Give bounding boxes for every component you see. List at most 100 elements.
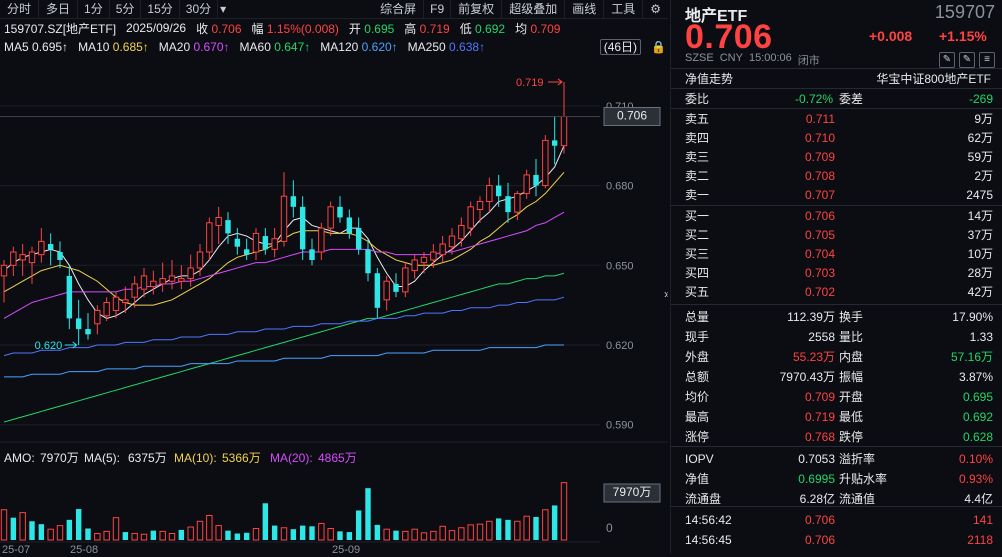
ma-period-pill[interactable]: (46日): [599, 39, 642, 55]
sidebar-actions: ✎ ✎ ≡: [939, 52, 995, 68]
amount-zero-label: 0: [606, 521, 613, 535]
amount-bar: [131, 533, 138, 541]
amo-ma10-value: 5366万: [222, 451, 261, 465]
candle: [337, 196, 343, 223]
settings-icon[interactable]: ⚙: [650, 2, 661, 16]
ma60-line: [3, 272, 565, 423]
stats-label-left: 最高: [685, 410, 710, 424]
candle-body: [187, 267, 194, 280]
ma-legend: MA5 0.695↑ MA10 0.685↑ MA20 0.670↑ MA60 …: [0, 38, 672, 56]
candle: [374, 267, 381, 319]
chevron-down-icon[interactable]: ▾: [220, 2, 227, 16]
stats-value-right: 1.33: [969, 329, 993, 344]
tick-volume: 2118: [967, 532, 993, 547]
nav-row[interactable]: 净值走势 华宝中证800地产ETF: [671, 69, 1002, 88]
candle: [402, 262, 409, 298]
tab-30min[interactable]: 30分: [180, 0, 219, 18]
avg-label: 均: [515, 21, 528, 36]
stats2-label-right: 流通值: [839, 492, 876, 506]
candle-body: [448, 235, 456, 248]
tab-multiday[interactable]: 多日: [39, 0, 79, 18]
candle-body: [551, 140, 558, 146]
tab-intraday[interactable]: 分时: [0, 0, 40, 18]
candle: [159, 262, 166, 292]
amount-bar: [505, 519, 511, 540]
lock-icon[interactable]: 🔒: [651, 40, 666, 54]
kline-chart[interactable]: 0.710 0.680 0.650 0.620 0.590 0.706 0.719 0.…: [0, 56, 671, 556]
amount-bar: [159, 530, 166, 541]
amount-bar: [150, 530, 157, 540]
composite-screen-button[interactable]: 综合屏: [373, 0, 425, 18]
price-tick-label: 0.680: [606, 181, 634, 193]
bid-4-volume: 28万: [967, 266, 993, 280]
pencil-icon[interactable]: ✎: [959, 52, 975, 68]
candle-body: [505, 196, 511, 213]
candle: [430, 244, 437, 268]
ma250-label: MA250: [407, 40, 446, 54]
candle-body: [75, 318, 82, 330]
stats2-row: 流通盘 6.28亿 流通值 4.4亿: [671, 489, 1002, 508]
tab-1min[interactable]: 1分: [78, 0, 110, 18]
candle: [280, 172, 288, 247]
candle-body: [430, 251, 437, 261]
amount-bar: [486, 520, 493, 541]
double-chevron-right-icon[interactable]: »: [664, 287, 671, 301]
candle: [355, 217, 362, 255]
ask-4: 卖二 0.708 2万: [671, 166, 1002, 185]
amount-bar: [234, 533, 241, 540]
amount-bar: [542, 509, 549, 541]
tab-5min[interactable]: 5分: [110, 0, 142, 18]
f9-button[interactable]: F9: [424, 0, 452, 18]
candle-body: [309, 249, 315, 260]
tab-15min[interactable]: 15分: [141, 0, 180, 18]
ma5-value: 0.695↑: [32, 40, 69, 54]
super-overlay-button[interactable]: 超级叠加: [502, 0, 566, 18]
amount-bar: [243, 532, 250, 540]
open-label: 开: [348, 21, 361, 36]
candle: [168, 259, 176, 290]
x-axis: 25-07 25-08 25-09: [0, 541, 600, 556]
amount-bar: [103, 530, 110, 541]
candle-body: [0, 264, 8, 277]
bid-4: 买四 0.703 28万: [671, 263, 1002, 282]
amount-bar: [290, 529, 297, 540]
draw-line-button[interactable]: 画线: [565, 0, 605, 18]
amount-bar: [458, 527, 465, 541]
bid-5-price: 0.702: [804, 284, 835, 299]
ask-2-price: 0.710: [804, 130, 835, 145]
ask-3-label: 卖三: [685, 150, 710, 164]
ask-5: 卖一 0.707 2475: [671, 185, 1002, 204]
amount-bar: [430, 530, 437, 541]
open-value: 0.695: [364, 21, 395, 36]
last-price: 0.706: [685, 18, 773, 56]
tick-price: 0.706: [804, 532, 835, 547]
amount-bar: [365, 488, 371, 540]
candle: [252, 228, 260, 260]
high-label: 高: [404, 21, 417, 36]
stats-value-right: 0.628: [962, 429, 993, 444]
candle: [290, 180, 297, 218]
nav-trend-link[interactable]: 净值走势: [685, 72, 734, 86]
tools-button[interactable]: 工具: [604, 0, 644, 18]
candle: [420, 252, 428, 274]
candle-body: [10, 251, 17, 266]
amount-bar: [178, 529, 185, 540]
candle-body: [225, 220, 231, 234]
stats-label-right: 最低: [839, 410, 864, 424]
candle-body: [234, 238, 241, 247]
candle-body: [47, 244, 54, 250]
amount-tag: 7970万 0: [603, 483, 661, 535]
forward-adjust-button[interactable]: 前复权: [451, 0, 503, 18]
amount-bar: [467, 524, 474, 541]
ask-2: 卖四 0.710 62万: [671, 128, 1002, 147]
ask-5-price: 0.707: [804, 187, 835, 202]
collapse-handle[interactable]: »: [662, 276, 671, 316]
min-arrow-icon: [64, 341, 78, 349]
ask-2-volume: 62万: [967, 131, 993, 145]
bid-5-label: 买五: [685, 285, 710, 299]
edit-icon[interactable]: ✎: [939, 52, 955, 68]
menu-icon[interactable]: ≡: [979, 52, 995, 68]
stats-row: 总量 112.39万 换手 17.90%: [671, 307, 1002, 326]
candle: [140, 267, 148, 298]
